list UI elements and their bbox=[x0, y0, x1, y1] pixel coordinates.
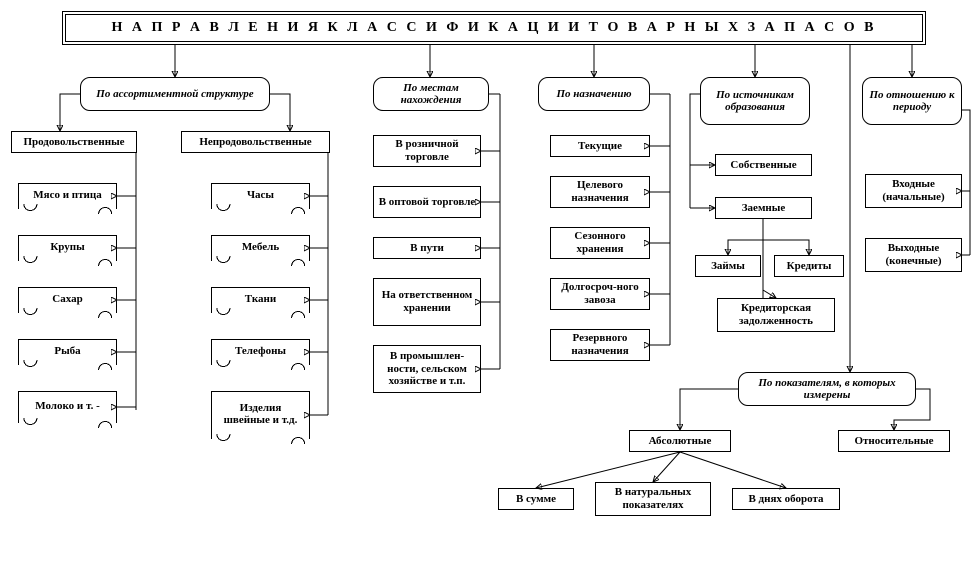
ind-rel: Относительные bbox=[838, 430, 950, 452]
cat-assortment: По ассортиментной структуре bbox=[80, 77, 270, 111]
diagram-title: Н А П Р А В Л Е Н И Я К Л А С С И Ф И К … bbox=[62, 11, 926, 45]
purpose-3: Долгосроч-ного завоза bbox=[550, 278, 650, 310]
sources-borrowed: Заемные bbox=[715, 197, 812, 219]
food-item-0: Мясо и птица bbox=[18, 183, 117, 209]
box-food: Продовольственные bbox=[11, 131, 137, 153]
food-item-3: Рыба bbox=[18, 339, 117, 365]
loc-2: В пути bbox=[373, 237, 481, 259]
ind-abs: Абсолютные bbox=[629, 430, 731, 452]
loc-0: В розничной торговле bbox=[373, 135, 481, 167]
purpose-1: Целевого назначения bbox=[550, 176, 650, 208]
nonfood-item-3: Телефоны bbox=[211, 339, 310, 365]
purpose-4: Резервного назначения bbox=[550, 329, 650, 361]
food-item-2: Сахар bbox=[18, 287, 117, 313]
sources-payables: Кредиторская задолженность bbox=[717, 298, 835, 332]
nonfood-item-2: Ткани bbox=[211, 287, 310, 313]
nonfood-item-0: Часы bbox=[211, 183, 310, 209]
cat-period: По отношению к периоду bbox=[862, 77, 962, 125]
nonfood-item-1: Мебель bbox=[211, 235, 310, 261]
sources-credits: Кредиты bbox=[774, 255, 844, 277]
ind-abs-2: В днях оборота bbox=[732, 488, 840, 510]
food-item-1: Крупы bbox=[18, 235, 117, 261]
cat-location: По местам нахождения bbox=[373, 77, 489, 111]
period-1: Выходные (конечные) bbox=[865, 238, 962, 272]
ind-abs-0: В сумме bbox=[498, 488, 574, 510]
loc-4: В промышлен-ности, сельском хозяйстве и … bbox=[373, 345, 481, 393]
box-nonfood: Непродовольственные bbox=[181, 131, 330, 153]
cat-indicators: По показателям, в которых измерены bbox=[738, 372, 916, 406]
cat-sources: По источникам образования bbox=[700, 77, 810, 125]
loc-3: На ответственном хранении bbox=[373, 278, 481, 326]
period-0: Входные (начальные) bbox=[865, 174, 962, 208]
loc-1: В оптовой торговле bbox=[373, 186, 481, 218]
purpose-0: Текущие bbox=[550, 135, 650, 157]
sources-loans: Займы bbox=[695, 255, 761, 277]
sources-own: Собственные bbox=[715, 154, 812, 176]
ind-abs-1: В натуральных показателях bbox=[595, 482, 711, 516]
food-item-4: Молоко и т. - bbox=[18, 391, 117, 423]
purpose-2: Сезонного хранения bbox=[550, 227, 650, 259]
nonfood-item-4: Изделия швейные и т.д. bbox=[211, 391, 310, 439]
cat-purpose: По назначению bbox=[538, 77, 650, 111]
